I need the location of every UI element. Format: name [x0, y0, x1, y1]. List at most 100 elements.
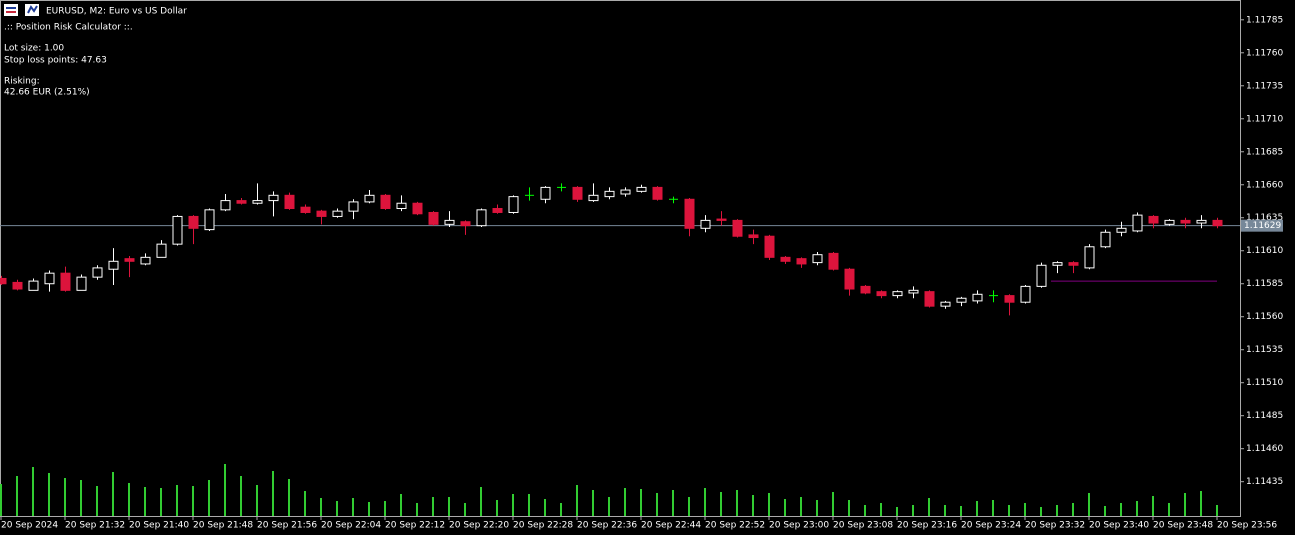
- candle-body: [508, 196, 519, 213]
- candle-body: [220, 200, 231, 211]
- volume-bar: [64, 478, 66, 516]
- volume-bar: [240, 476, 242, 516]
- volume-bar: [160, 488, 162, 516]
- volume-bar: [512, 494, 514, 516]
- x-tick-label: 20 Sep 23:32: [1025, 521, 1085, 531]
- candle-body: [940, 301, 951, 307]
- volume-bar: [464, 503, 466, 516]
- y-tick-label: 1.11610: [1246, 246, 1283, 256]
- candle-body: [1164, 219, 1175, 225]
- y-tick-label: 1.11760: [1246, 48, 1283, 58]
- volume-bar: [272, 471, 274, 516]
- volume-bar: [1104, 506, 1106, 516]
- y-tick-label: 1.11685: [1246, 147, 1283, 157]
- candle-body: [1052, 262, 1063, 266]
- y-tick-label: 1.11535: [1246, 345, 1283, 355]
- candle-body: [108, 260, 119, 270]
- y-tick-label: 1.11435: [1246, 477, 1283, 487]
- candle-body: [492, 208, 503, 213]
- volume-bar: [528, 494, 530, 516]
- volume-bar: [1216, 505, 1218, 516]
- candle-body: [476, 209, 487, 227]
- candle-body: [268, 194, 279, 202]
- volume-bar: [1152, 496, 1154, 516]
- trade-icon[interactable]: [25, 4, 39, 16]
- x-tick-label: 20 Sep 23:56: [1217, 521, 1277, 531]
- volume-bar: [336, 501, 338, 516]
- candle-body: [1020, 285, 1031, 303]
- x-tick-label: 20 Sep 22:52: [705, 521, 765, 531]
- volume-bar: [704, 488, 706, 516]
- volume-bar: [1056, 505, 1058, 516]
- volume-bar: [912, 505, 914, 516]
- candle-body: [892, 291, 903, 297]
- candle-body: [1132, 214, 1143, 232]
- candle-body: [1084, 246, 1095, 269]
- volume-bar: [656, 493, 658, 516]
- volume-bar: [768, 493, 770, 516]
- x-tick-label: 20 Sep 23:16: [897, 521, 957, 531]
- candle-body: [316, 210, 327, 217]
- volume-bar: [624, 488, 626, 516]
- plot-frame: [0, 0, 1241, 517]
- candle-body: [444, 219, 455, 225]
- x-tick-label: 20 Sep 21:32: [65, 521, 125, 531]
- volume-bar: [592, 490, 594, 516]
- x-tick-label: 20 Sep 21:40: [129, 521, 189, 531]
- candle-body: [572, 186, 583, 200]
- candle-body: [620, 189, 631, 195]
- volume-bar: [208, 480, 210, 516]
- volume-bar: [640, 489, 642, 516]
- x-tick-label: 20 Sep 22:04: [321, 521, 381, 531]
- candle-body: [412, 202, 423, 215]
- y-tick-label: 1.11510: [1246, 378, 1283, 388]
- volume-bar: [400, 494, 402, 516]
- volume-bar: [384, 501, 386, 516]
- candle-body: [924, 291, 935, 307]
- volume-bar: [176, 485, 178, 516]
- candle-body: [1116, 227, 1127, 233]
- x-tick-label: 20 Sep 21:56: [257, 521, 317, 531]
- volume-bar: [1024, 503, 1026, 516]
- y-tick-label: 1.11485: [1246, 411, 1283, 421]
- menu-icon: [4, 4, 18, 16]
- volume-bar: [480, 487, 482, 516]
- volume-bar: [800, 497, 802, 516]
- x-tick-label: 20 Sep 2024: [1, 521, 58, 531]
- candle-body: [44, 272, 55, 285]
- volume-bar: [224, 464, 226, 516]
- icons: [4, 4, 39, 16]
- candle-body: [908, 289, 919, 294]
- candle-body: [828, 252, 839, 270]
- volume-bar: [496, 500, 498, 516]
- candle-body: [748, 234, 759, 239]
- volume-bar: [304, 491, 306, 516]
- volume-bar: [1184, 493, 1186, 516]
- candle-body: [588, 194, 599, 202]
- x-tick-label: 20 Sep 22:36: [577, 521, 637, 531]
- volume-bar: [320, 498, 322, 516]
- candle-body: [92, 267, 103, 278]
- volume-bar: [880, 503, 882, 516]
- volume-bar: [1008, 505, 1010, 516]
- candle-body: [652, 186, 663, 200]
- candle-body: [972, 293, 983, 302]
- chart-title: EURUSD, M2: Euro vs US Dollar: [46, 7, 187, 17]
- volume-bar: [832, 492, 834, 516]
- volume-bar: [944, 505, 946, 516]
- candle-body: [188, 215, 199, 229]
- volume-bar: [144, 487, 146, 516]
- volume-bar: [192, 486, 194, 516]
- x-tick-label: 20 Sep 23:08: [833, 521, 893, 531]
- volume-bar: [960, 506, 962, 516]
- volume-bar: [80, 480, 82, 516]
- x-tick-label: 20 Sep 22:28: [513, 521, 573, 531]
- overlay-text: Risking:: [4, 77, 40, 87]
- volume-bar: [608, 497, 610, 516]
- candle-body: [236, 200, 247, 204]
- volume-bar: [896, 507, 898, 516]
- candle-body: [844, 268, 855, 290]
